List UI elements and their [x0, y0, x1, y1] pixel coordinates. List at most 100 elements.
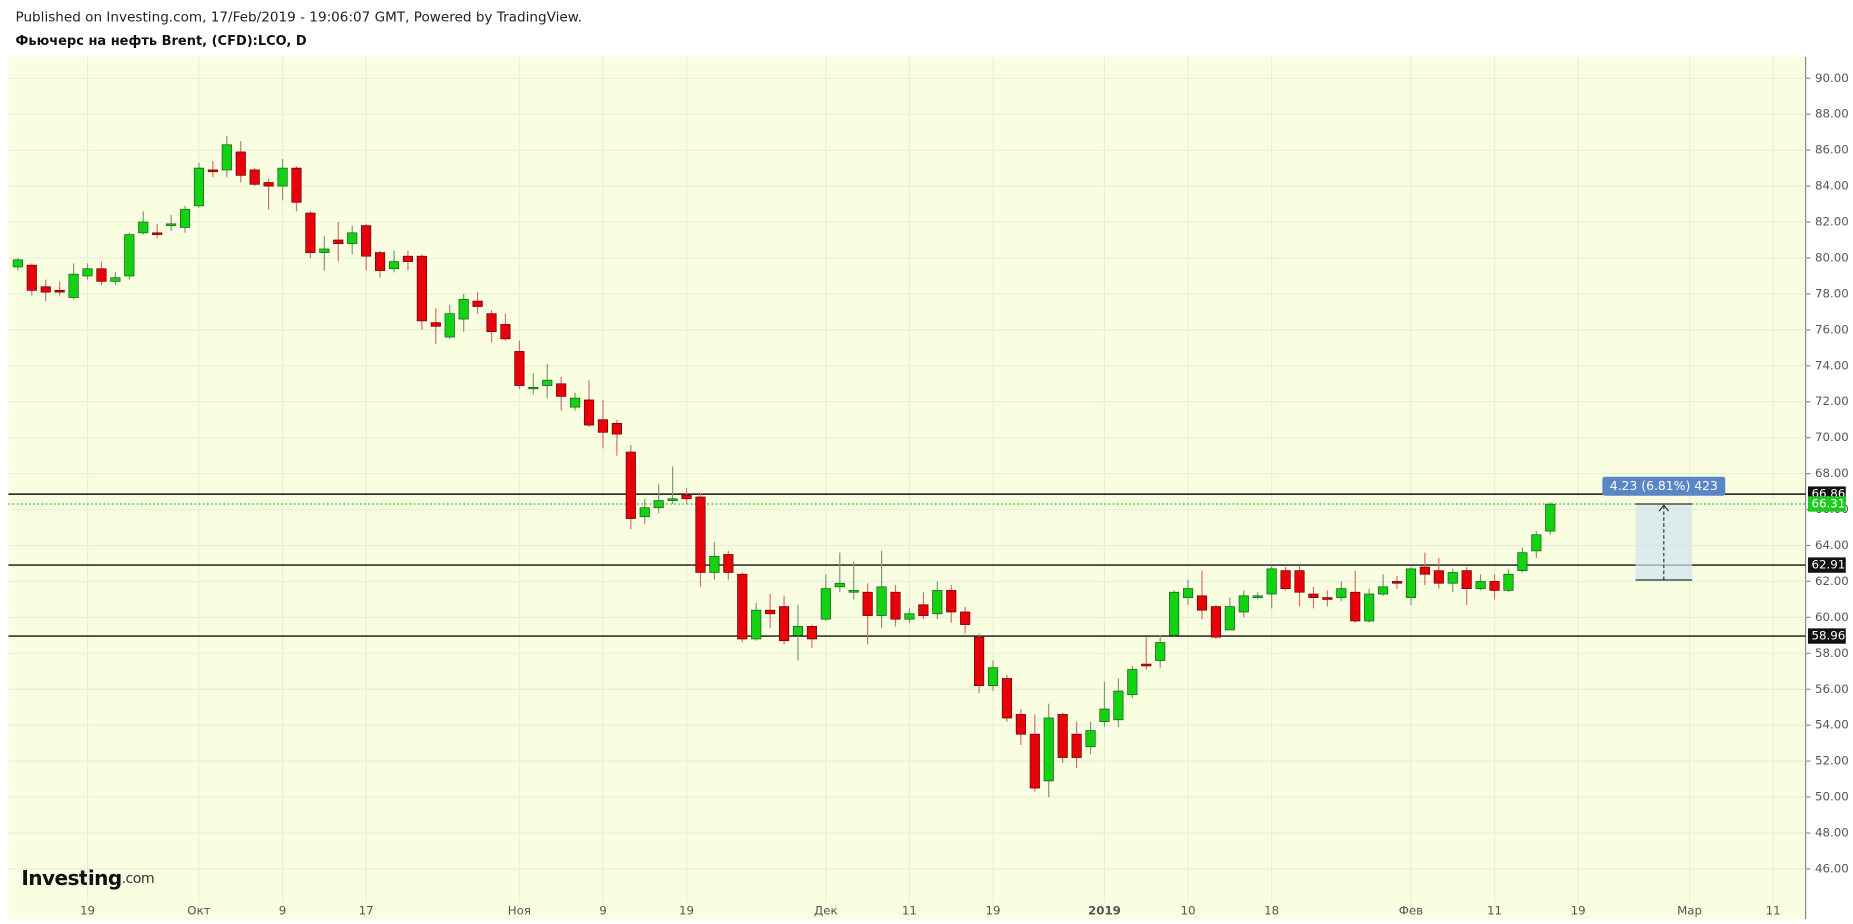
x-tick-label: 11: [1766, 904, 1781, 918]
candle-body: [1266, 568, 1277, 595]
candle-body: [1336, 588, 1347, 598]
candle-body: [778, 606, 790, 642]
candle-body: [1015, 714, 1026, 735]
candle-body: [876, 586, 887, 616]
y-tick-label: 64.00: [1815, 538, 1849, 552]
candle-body: [291, 167, 302, 203]
candle-body: [848, 590, 859, 593]
y-tick-label: 54.00: [1815, 718, 1849, 732]
candle-body: [1043, 717, 1054, 782]
measure-label-bg: [1602, 476, 1726, 496]
candle-body: [374, 252, 386, 271]
candle-body: [68, 273, 79, 298]
candle-body: [528, 387, 539, 390]
candle-body: [1001, 678, 1013, 719]
y-tick-label: 48.00: [1815, 826, 1849, 840]
candle-body: [737, 573, 748, 640]
candle-body: [305, 212, 316, 253]
candle-body: [179, 209, 191, 228]
candle-body: [388, 261, 400, 270]
x-tick-label: 9: [599, 904, 607, 918]
candle-body: [82, 268, 93, 277]
y-tick-label: 82.00: [1815, 215, 1849, 229]
candle-body: [1517, 552, 1528, 572]
candle-body: [12, 259, 23, 268]
x-tick-label: 19: [80, 904, 95, 918]
candle-body: [681, 494, 692, 500]
candle-body: [695, 496, 706, 573]
candle-body: [1503, 573, 1514, 591]
y-tick-label: 72.00: [1815, 394, 1849, 408]
candle-body: [1545, 503, 1556, 532]
candle-body: [500, 324, 511, 340]
x-tick-label: Ноя: [508, 904, 531, 918]
x-tick-label: Мар: [1677, 904, 1702, 918]
y-tick-label: 46.00: [1815, 861, 1849, 875]
candle-body: [430, 322, 441, 327]
candle-body: [974, 636, 985, 687]
y-tick-label: 80.00: [1815, 250, 1849, 264]
y-tick-label: 58.00: [1815, 646, 1849, 660]
candle-body: [611, 422, 622, 435]
y-tick-label: 56.00: [1815, 682, 1849, 696]
candle-body: [138, 221, 149, 234]
candle-body: [1419, 566, 1430, 575]
candle-body: [918, 604, 929, 616]
candle-body: [249, 169, 260, 185]
candle-body: [1447, 572, 1458, 584]
y-tick-label: 52.00: [1815, 754, 1849, 768]
y-tick-label: 84.00: [1815, 179, 1849, 193]
candle-body: [765, 609, 776, 615]
x-tick-label: 10: [1181, 904, 1196, 918]
candle-body: [1182, 588, 1194, 598]
candle-body: [583, 399, 595, 426]
candle-body: [472, 300, 483, 307]
candle-body: [1531, 534, 1542, 552]
candle-body: [890, 591, 901, 620]
candle-body: [1433, 570, 1444, 584]
candle-body: [723, 554, 734, 573]
candle-body: [1378, 586, 1389, 595]
candle-body: [416, 255, 427, 322]
candle-body: [1322, 597, 1333, 600]
candle-body: [402, 255, 414, 262]
candle-body: [792, 626, 804, 636]
x-tick-label: 19: [986, 904, 1001, 918]
candle-body: [1364, 593, 1375, 622]
x-tick-label: 9: [279, 904, 287, 918]
candle-body: [1071, 733, 1082, 758]
candle-body: [751, 609, 762, 640]
candle-body: [960, 611, 971, 625]
y-tick-label: 70.00: [1815, 430, 1849, 444]
candle-body: [193, 167, 205, 207]
x-tick-label: 17: [359, 904, 374, 918]
candle-body: [152, 232, 163, 235]
candle-body: [444, 313, 455, 338]
candle-body: [1224, 606, 1235, 631]
logo-name: Investing: [21, 866, 121, 890]
candle-body: [1350, 591, 1361, 622]
y-tick-label: 76.00: [1815, 322, 1849, 336]
candle-body: [514, 351, 525, 386]
candle-body: [263, 182, 274, 187]
candle-body: [458, 298, 469, 320]
candle-body: [1127, 669, 1138, 696]
candle-body: [904, 613, 915, 620]
candle-body: [1155, 642, 1166, 661]
y-tick-label: 50.00: [1815, 790, 1849, 804]
level-label-bg: [1807, 628, 1846, 644]
candle-body: [221, 144, 232, 171]
measure-arrowhead: [1658, 504, 1669, 512]
candle-body: [625, 451, 636, 519]
candle-body: [166, 223, 177, 226]
candle-body: [1099, 708, 1110, 722]
level-label: 62.91: [1812, 558, 1846, 572]
y-tick-label: 78.00: [1815, 286, 1849, 300]
candle-body: [667, 498, 678, 501]
candle-body: [1405, 568, 1417, 598]
candle-body: [110, 277, 121, 282]
published-note: Published on Investing.com, 17/Feb/2019 …: [15, 10, 581, 26]
candle-body: [1141, 663, 1152, 667]
